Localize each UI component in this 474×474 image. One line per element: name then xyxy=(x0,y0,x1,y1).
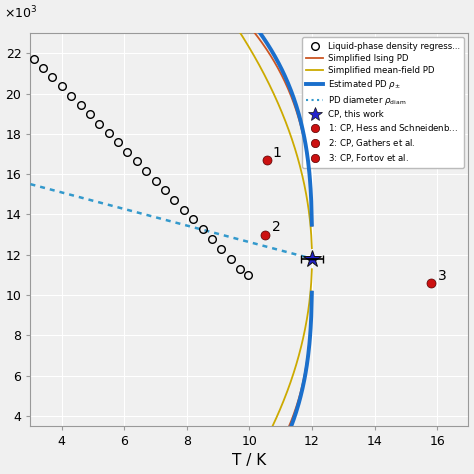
Text: $\mathit{1}$: $\mathit{1}$ xyxy=(272,146,282,160)
Text: $\mathit{3}$: $\mathit{3}$ xyxy=(437,269,446,283)
X-axis label: T / K: T / K xyxy=(232,454,266,468)
Legend: Liquid-phase density regress..., Simplified Ising PD, Simplified mean-field PD, : Liquid-phase density regress..., Simplif… xyxy=(302,37,464,168)
Text: $\times10^3$: $\times10^3$ xyxy=(4,5,37,21)
Text: $\mathit{2}$: $\mathit{2}$ xyxy=(271,220,280,235)
